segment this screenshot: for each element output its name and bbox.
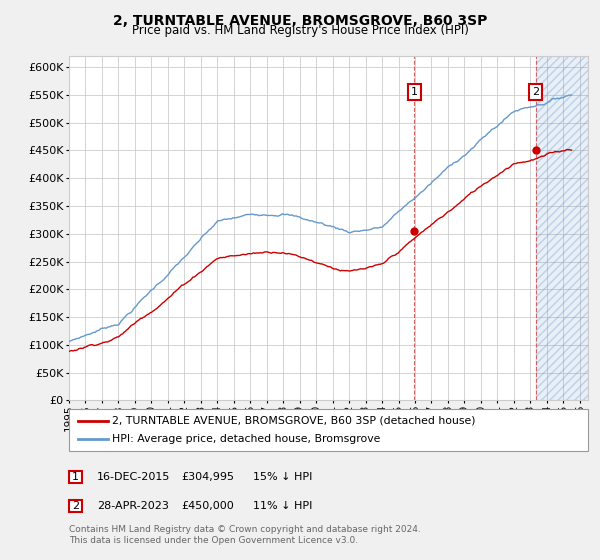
Bar [536, 56, 588, 400]
Text: 2, TURNTABLE AVENUE, BROMSGROVE, B60 3SP: 2, TURNTABLE AVENUE, BROMSGROVE, B60 3SP [113, 14, 487, 28]
Text: 16-DEC-2015: 16-DEC-2015 [97, 472, 170, 482]
Text: 2: 2 [72, 501, 79, 511]
Text: 1: 1 [411, 87, 418, 97]
Text: 2: 2 [532, 87, 539, 97]
Text: 1: 1 [72, 472, 79, 482]
Text: HPI: Average price, detached house, Bromsgrove: HPI: Average price, detached house, Brom… [112, 434, 380, 444]
Text: 11% ↓ HPI: 11% ↓ HPI [253, 501, 313, 511]
Text: Contains HM Land Registry data © Crown copyright and database right 2024.
This d: Contains HM Land Registry data © Crown c… [69, 525, 421, 545]
Text: £304,995: £304,995 [181, 472, 234, 482]
Text: 28-APR-2023: 28-APR-2023 [97, 501, 169, 511]
Text: 15% ↓ HPI: 15% ↓ HPI [253, 472, 313, 482]
Text: Price paid vs. HM Land Registry's House Price Index (HPI): Price paid vs. HM Land Registry's House … [131, 24, 469, 36]
Bar [536, 56, 588, 400]
Text: £450,000: £450,000 [181, 501, 234, 511]
Text: 2, TURNTABLE AVENUE, BROMSGROVE, B60 3SP (detached house): 2, TURNTABLE AVENUE, BROMSGROVE, B60 3SP… [112, 416, 476, 426]
